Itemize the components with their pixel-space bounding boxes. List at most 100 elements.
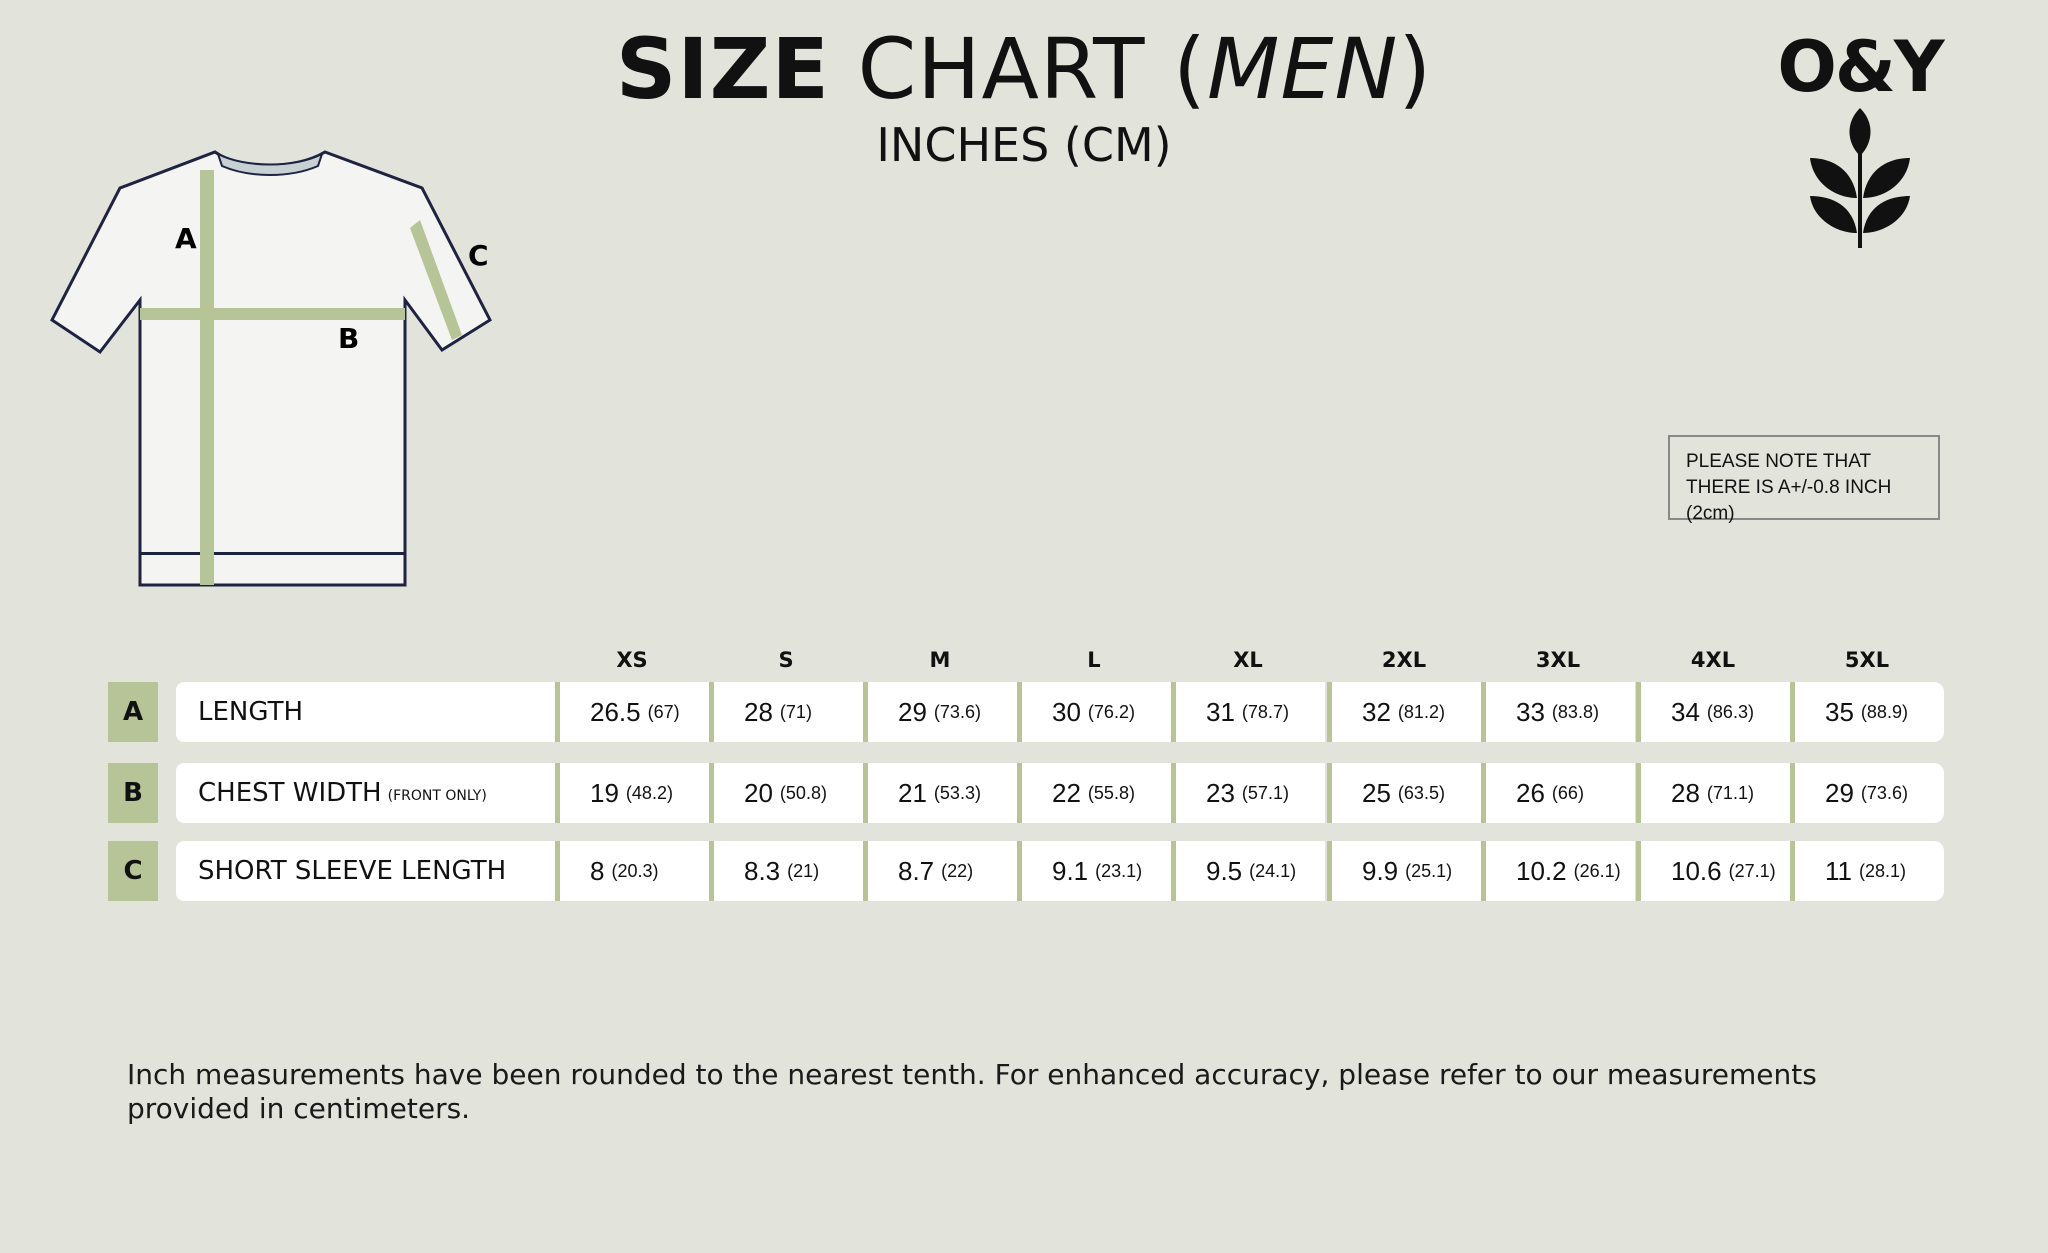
inch-value: 9.9 [1362,855,1399,886]
inch-value: 26 [1516,777,1545,808]
inch-value: 9.1 [1052,855,1089,886]
table-cell: 11 (28.1) [1790,841,1944,901]
cm-value: (67) [647,701,680,722]
cm-value: (73.6) [1860,782,1908,803]
cm-value: (23.1) [1095,860,1143,881]
title-bold: SIZE [615,20,830,118]
inch-value: 34 [1671,696,1700,727]
cm-value: (25.1) [1405,860,1453,881]
table-cell: 8.3 (21) [709,841,863,901]
inch-value: 33 [1516,696,1545,727]
label-c: C [468,239,489,272]
size-header-3xl: 3XL [1535,648,1581,672]
cm-value: (48.2) [625,782,673,803]
page-title: SIZE CHART (MEN) [0,20,2048,118]
inch-value: 31 [1206,696,1235,727]
leaf-sprig-icon [1810,108,1910,248]
inch-value: 23 [1206,777,1235,808]
footer-note: Inch measurements have been rounded to t… [127,1058,1817,1125]
cm-value: (66) [1551,782,1584,803]
table-cell: 28 (71) [709,682,863,742]
table-cell: 26 (66) [1481,763,1635,823]
inch-value: 29 [898,696,927,727]
table-cell: 9.5 (24.1) [1171,841,1325,901]
cm-value: (76.2) [1087,701,1135,722]
page-subtitle: INCHES (CM) [876,118,1172,172]
title-italic: MEN [1206,20,1399,118]
table-cell: 23 (57.1) [1171,763,1325,823]
row-letter: B [108,763,158,823]
label-a: A [175,222,197,255]
cm-value: (71.1) [1706,782,1754,803]
table-cell: 32 (81.2) [1327,682,1481,742]
row-label: LENGTH [176,682,555,742]
inch-value: 30 [1052,696,1081,727]
title-close: ) [1398,20,1433,118]
inch-value: 8.7 [898,855,935,886]
size-header-m: M [929,648,951,672]
inch-value: 10.6 [1671,855,1722,886]
cm-value: (71) [779,701,812,722]
table-cell: 29 (73.6) [1790,763,1944,823]
brand-logo: O&Y [1770,26,1950,252]
inch-value: 35 [1825,696,1854,727]
table-cell: 20 (50.8) [709,763,863,823]
measurement-name: LENGTH [198,697,304,727]
size-header-l: L [1087,648,1101,672]
table-cell: 10.6 (27.1) [1636,841,1790,901]
table-cell: 8.7 (22) [863,841,1017,901]
cm-value: (55.8) [1087,782,1135,803]
table-cell: 19 (48.2) [555,763,709,823]
cm-value: (86.3) [1706,701,1754,722]
table-cell: 31 (78.7) [1171,682,1325,742]
row-letter: C [108,841,158,901]
title-regular: CHART ( [857,20,1207,118]
inch-value: 21 [898,777,927,808]
size-header-2xl: 2XL [1381,648,1427,672]
row-label: CHEST WIDTH (FRONT ONLY) [176,763,555,823]
size-header-4xl: 4XL [1690,648,1736,672]
cm-value: (83.8) [1551,701,1599,722]
cm-value: (81.2) [1397,701,1445,722]
table-cell: 8 (20.3) [555,841,709,901]
tolerance-note: PLEASE NOTE THAT THERE IS A+/-0.8 INCH (… [1668,435,1940,524]
label-b: B [338,322,359,355]
table-cell: 29 (73.6) [863,682,1017,742]
t-shirt-diagram: A B C [50,150,492,587]
cm-value: (21) [787,860,820,881]
cm-value: (88.9) [1860,701,1908,722]
size-header-s: S [778,648,794,672]
cm-value: (50.8) [779,782,827,803]
table-cell: 25 (63.5) [1327,763,1481,823]
table-cell: 21 (53.3) [863,763,1017,823]
inch-value: 25 [1362,777,1391,808]
row-label: SHORT SLEEVE LENGTH [176,841,555,901]
logo-text: O&Y [1777,26,1944,108]
cm-value: (26.1) [1573,860,1621,881]
cm-value: (22) [941,860,974,881]
size-header-xl: XL [1233,648,1263,672]
inch-value: 9.5 [1206,855,1243,886]
measurement-note: (FRONT ONLY) [387,788,487,804]
inch-value: 19 [590,777,619,808]
cm-value: (53.3) [933,782,981,803]
row-letter: A [108,682,158,742]
cm-value: (63.5) [1397,782,1445,803]
cm-value: (73.6) [933,701,981,722]
table-cell: 35 (88.9) [1790,682,1944,742]
cm-value: (27.1) [1728,860,1776,881]
inch-value: 28 [744,696,773,727]
measurement-name: CHEST WIDTH [198,778,382,808]
table-cell: 30 (76.2) [1017,682,1171,742]
cm-value: (78.7) [1241,701,1289,722]
cm-value: (28.1) [1859,860,1907,881]
size-header-5xl: 5XL [1844,648,1890,672]
inch-value: 22 [1052,777,1081,808]
cm-value: (20.3) [611,860,659,881]
table-cell: 22 (55.8) [1017,763,1171,823]
inch-value: 26.5 [590,696,641,727]
inch-value: 29 [1825,777,1854,808]
inch-value: 32 [1362,696,1391,727]
cm-value: (57.1) [1241,782,1289,803]
inch-value: 11 [1825,855,1852,886]
